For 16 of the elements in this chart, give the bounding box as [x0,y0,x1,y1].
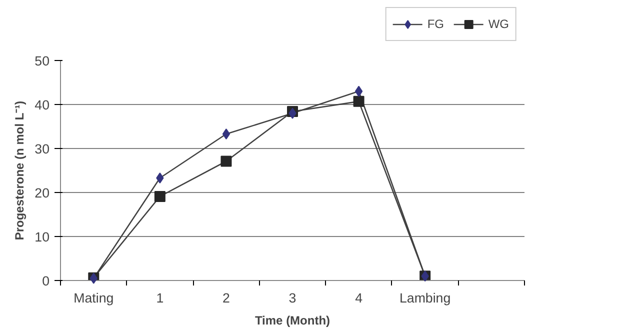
legend-label: FG [427,17,445,31]
y-tick-label: 10 [34,230,50,244]
legend-label: WG [488,17,509,31]
x-tick-label: 1 [156,290,164,306]
y-tick-label: 0 [42,274,50,288]
y-tick-label: 40 [34,98,50,112]
x-tick-label: Mating [74,290,114,306]
x-tick-label: 4 [355,290,364,306]
x-tick-label: 3 [288,290,296,306]
y-axis-title: Progesterone (n mol L⁻¹) [12,100,27,240]
y-tick-label: 30 [34,142,50,156]
x-axis-title: Time (Month) [254,314,330,328]
y-tick-label: 20 [34,186,50,200]
x-tick-label: 2 [222,290,230,306]
y-tick-label: 50 [34,54,50,68]
x-tick-label: Lambing [400,290,451,306]
